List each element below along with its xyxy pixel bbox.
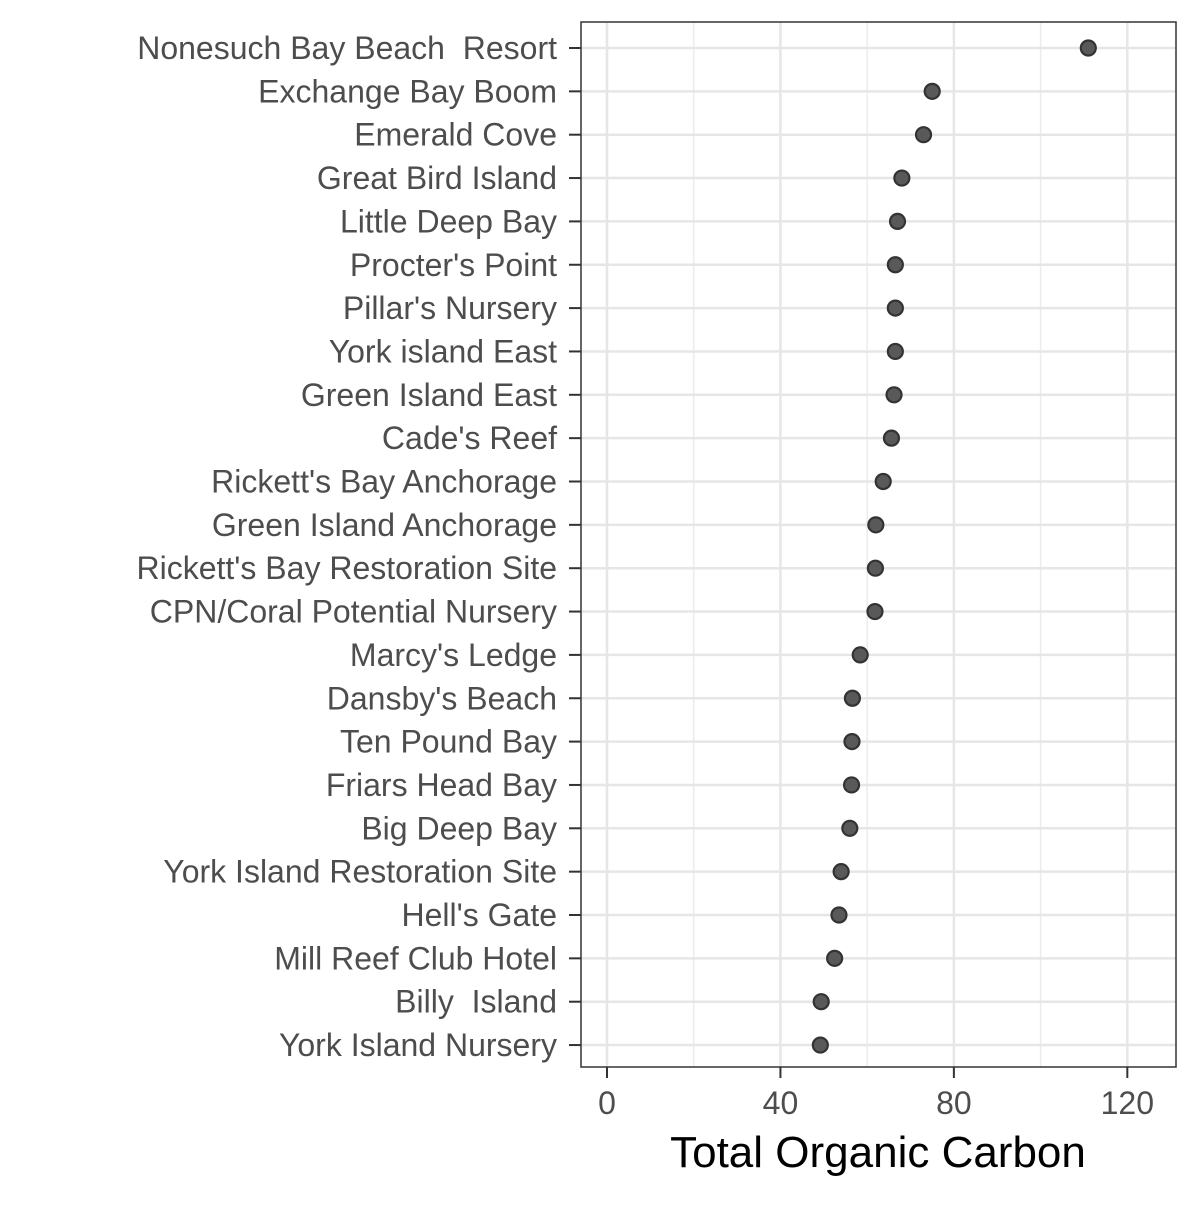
data-point [874,472,892,491]
data-point [914,126,933,144]
x-axis-title: Total Organic Carbon [670,1128,1086,1177]
plot-panel-border [580,21,1177,1068]
y-tick-label: CPN/Coral Potential Nursery [150,594,557,630]
y-tick-label: Nonesuch Bay Beach Resort [137,30,557,66]
y-tick-label: Green Island Anchorage [212,507,557,543]
y-tick-label: York Island Nursery [279,1027,557,1063]
data-point [888,212,907,230]
data-point [886,299,904,317]
data-point [812,993,830,1011]
y-tick-label: Little Deep Bay [340,203,557,239]
plot-panel-background [581,22,1176,1067]
y-tick-label: Procter's Point [350,247,557,283]
data-point [886,256,904,274]
y-tick-label: Great Bird Island [317,160,557,196]
data-point [893,169,911,187]
data-point [923,82,941,100]
data-point [826,949,844,967]
x-tick-label: 120 [1101,1085,1154,1121]
x-tick-label: 0 [598,1085,616,1121]
data-point [843,732,861,751]
data-point [851,646,869,664]
y-tick-label: Mill Reef Club Hotel [274,940,557,976]
y-tick-label: Hell's Gate [402,897,558,933]
data-point [1079,39,1097,57]
y-tick-label: Marcy's Ledge [350,637,557,673]
data-point [882,429,901,447]
x-tick-label: 40 [763,1085,799,1121]
x-axis: 0 40 80 120 [598,1067,1154,1121]
data-point [885,386,903,404]
y-tick-label: Rickett's Bay Anchorage [211,464,557,500]
y-tick-label: Big Deep Bay [361,810,557,846]
major-gridlines [581,22,1176,1067]
data-point [842,776,861,794]
data-point [841,819,859,837]
y-tick-label: York island East [329,333,557,369]
data-point [830,906,848,924]
minor-gridlines [692,22,1042,1067]
y-tick-label: Dansby's Beach [327,680,557,716]
y-tick-label: Pillar's Nursery [343,290,557,326]
y-tick-label: Friars Head Bay [326,767,557,803]
y-axis: Nonesuch Bay Beach Resort Exchange Bay Bo… [137,30,581,1063]
y-tick-label: Rickett's Bay Restoration Site [137,550,558,586]
data-point [866,602,884,621]
data-point [866,559,884,577]
data-point [811,1036,829,1054]
y-tick-label: Ten Pound Bay [340,724,557,760]
y-tick-label: Exchange Bay Boom [258,73,557,109]
y-tick-label: Cade's Reef [382,420,557,456]
y-tick-label: Emerald Cove [354,117,557,153]
data-point [886,342,904,361]
data-point [832,863,850,881]
y-tick-label: Billy Island [395,984,557,1020]
y-tick-label: York Island Restoration Site [163,854,557,890]
y-tick-label: Green Island East [301,377,557,413]
data-points [811,39,1097,1054]
data-point [867,516,885,534]
data-point [843,689,862,707]
x-tick-label: 80 [936,1085,972,1121]
